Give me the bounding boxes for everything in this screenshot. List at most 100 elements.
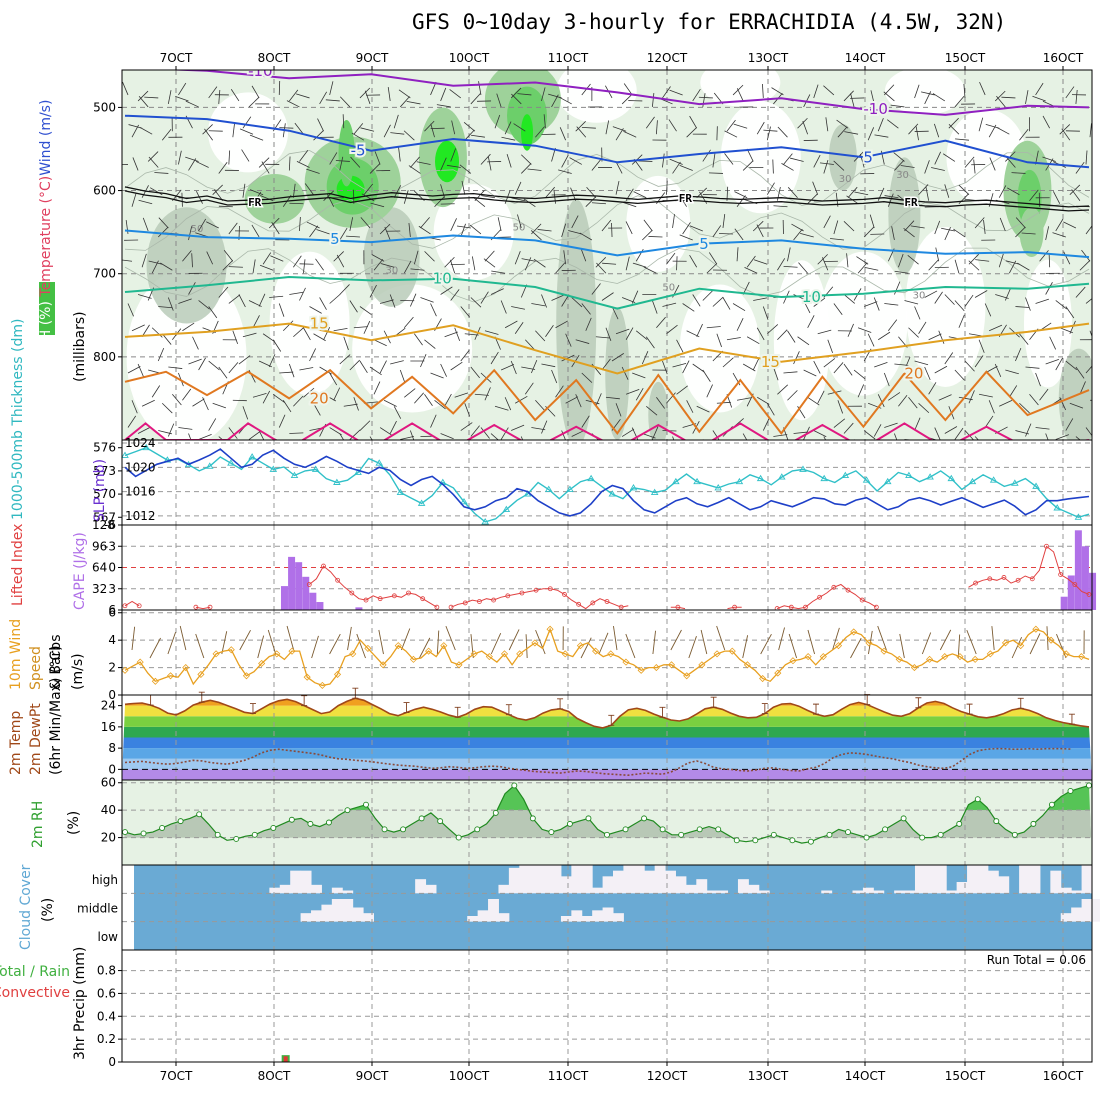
cloud-high-59 xyxy=(748,884,760,894)
upper-wind-barb-855 xyxy=(1005,369,1019,375)
cloud-high-74 xyxy=(904,890,916,894)
wind10-barb-20 xyxy=(490,632,502,655)
upper-wind-barb-301 xyxy=(249,189,264,196)
upper-wind-barb-808 xyxy=(530,359,538,374)
rh-contour-label-3: 30 xyxy=(896,170,909,181)
upper-wind-barb-228 xyxy=(487,156,492,171)
cloud-high-45 xyxy=(602,876,614,894)
upper-wind-barb-257 xyxy=(783,153,793,165)
upper-wind-barb-288 xyxy=(131,193,137,207)
date-bottom-7OCT: 7OCT xyxy=(160,1069,193,1083)
upper-wind-barb-583 xyxy=(198,300,210,310)
cloud-high-40 xyxy=(550,865,562,894)
upper-wind-barb-631 xyxy=(682,303,695,312)
upper-wind-barb-104 xyxy=(204,128,213,141)
upper-wind-barb-258 xyxy=(781,163,794,171)
upper-wind-barb-540 xyxy=(736,247,739,262)
upper-wind-barb-248 xyxy=(679,165,693,171)
upper-wind-barb-121 xyxy=(383,124,391,138)
thickness-point-44 xyxy=(587,474,595,482)
upper-units-label: (millibars) xyxy=(72,311,88,382)
temp-band-0 xyxy=(122,769,1092,780)
upper-wind-barb-798 xyxy=(430,372,444,379)
upper-wind-barb-663 xyxy=(1004,287,1012,301)
wind10-point-108 xyxy=(941,653,949,661)
rh2m-point-56 xyxy=(641,815,648,822)
upper-wind-barb-739 xyxy=(807,315,815,328)
upper-wind-barb-823 xyxy=(682,360,690,374)
precip-tick-0: 0 xyxy=(108,1055,116,1069)
upper-wind-barb-782 xyxy=(268,354,276,368)
upper-wind-barb-763 xyxy=(1049,336,1057,350)
isotherm-0-label-1: -10 xyxy=(863,100,888,118)
upper-wind-barb-790 xyxy=(349,359,361,371)
upper-wind-barb-341 xyxy=(666,180,668,195)
upper-wind-barb-106 xyxy=(232,123,235,138)
wind10-tick-4: 4 xyxy=(108,633,116,647)
upper-wind-barb-987 xyxy=(400,435,415,440)
upper-wind-barb-159 xyxy=(766,126,771,141)
upper-wind-barb-206 xyxy=(261,161,270,174)
thickness-point-76 xyxy=(926,473,934,480)
fr-label-2: FR xyxy=(679,192,693,205)
upper-wind-barb-52 xyxy=(651,92,655,107)
upper-wind-barb-63 xyxy=(762,83,764,98)
upper-wind-barb-109 xyxy=(249,134,264,141)
upper-air-layer: 50 50 50 30 30 30 30 FR FR FR -10 -10 -5 5 5 5 10 10 15 15 2… xyxy=(122,70,1092,440)
upper-wind-barb-8 xyxy=(208,86,218,99)
upper-wind-barb-508 xyxy=(413,250,419,265)
wind10-point-88 xyxy=(789,657,797,665)
upper-wind-barb-462 xyxy=(903,227,915,238)
cloud-high-55 xyxy=(706,890,718,894)
thickness-point-84 xyxy=(1011,479,1019,486)
upper-wind-barb-286 xyxy=(1075,161,1085,174)
cloud-high-73 xyxy=(894,890,906,894)
upper-wind-barb-582 xyxy=(188,282,196,295)
wind10-point-102 xyxy=(895,655,903,663)
upper-wind-barb-173 xyxy=(908,123,919,135)
li-point-2 xyxy=(136,603,142,609)
wind10-point-38 xyxy=(409,655,418,663)
upper-wind-barb-967 xyxy=(198,434,212,440)
upper-wind-barb-943 xyxy=(928,382,937,395)
upper-wind-barb-199 xyxy=(185,156,199,162)
wind10-point-64 xyxy=(607,650,615,658)
li-point-0 xyxy=(122,603,128,609)
upper-wind-barb-90 xyxy=(1035,82,1044,96)
upper-wind-barb-904 xyxy=(535,400,546,411)
upper-wind-barb-18 xyxy=(296,93,310,99)
upper-wind-barb-876 xyxy=(252,393,267,398)
upper-wind-barb-1055 xyxy=(1085,427,1092,437)
wind10-barb-50 xyxy=(1029,633,1041,655)
wind10-barb-46 xyxy=(957,634,961,659)
upper-wind-barb-39 xyxy=(511,93,522,105)
upper-wind-barb-41 xyxy=(541,87,546,102)
wind10-point-116 xyxy=(1001,639,1010,647)
temp-band-1 xyxy=(122,758,1092,770)
upper-wind-barb-130 xyxy=(463,121,476,132)
date-bottom-16OCT: 16OCT xyxy=(1043,1069,1084,1083)
cloud-high-46 xyxy=(613,870,624,894)
upper-wind-barb-82 xyxy=(954,96,965,108)
upper-wind-barb-272 xyxy=(934,151,942,165)
upper-wind-barb-716 xyxy=(575,339,590,344)
thickness-point-34 xyxy=(481,518,489,525)
li-point-30 xyxy=(335,577,341,583)
rh-contour-label-6: 30 xyxy=(385,266,398,277)
rh2m-point-32 xyxy=(418,815,425,822)
upper-wind-barb-752 xyxy=(938,330,945,344)
upper-wind-barb-251 xyxy=(708,172,723,174)
upper-wind-barb-722 xyxy=(635,330,648,340)
li-point-46 xyxy=(448,604,454,610)
isotherm-4 xyxy=(124,322,1090,375)
upper-wind-barb-442 xyxy=(712,225,722,238)
upper-wind-barb-834 xyxy=(793,351,800,365)
wind10-barb-29 xyxy=(652,630,656,655)
upper-ylabel-wind: Wind (m/s) xyxy=(38,100,54,176)
wind10-barb-14 xyxy=(378,629,384,655)
li-point-136 xyxy=(1086,592,1092,597)
isotherm-5-label-1: 20 xyxy=(904,364,923,382)
upper-wind-barb-605 xyxy=(420,297,434,303)
li-point-120 xyxy=(973,580,978,586)
